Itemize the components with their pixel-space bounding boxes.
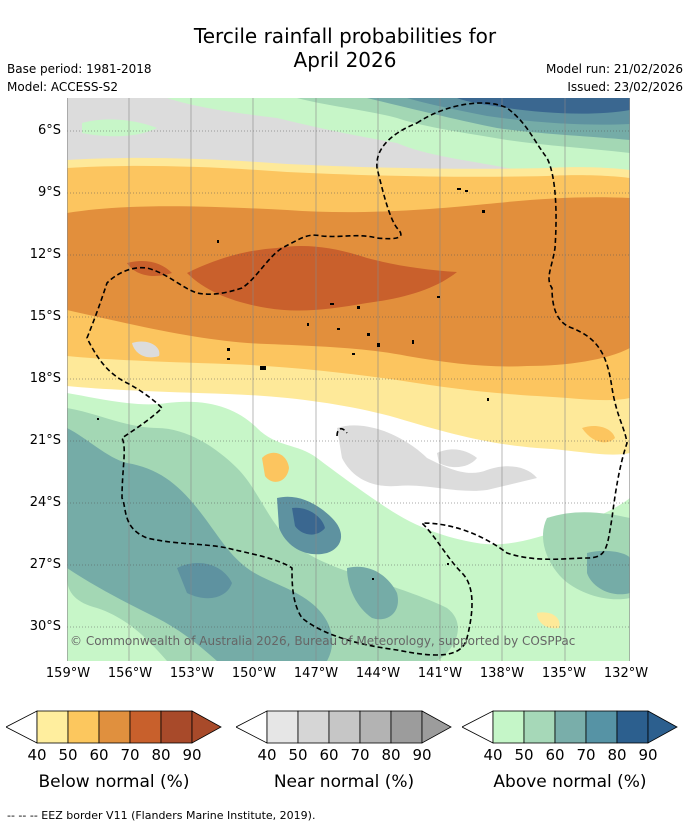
meta-right: Model run: 21/02/2026 Issued: 23/02/2026	[546, 60, 683, 96]
copyright-text: © Commonwealth of Australia 2026, Bureau…	[70, 634, 575, 648]
near-normal-region-south-2	[337, 425, 537, 491]
colorbar-above	[462, 710, 678, 744]
lat-label-18s: 18°S	[29, 371, 61, 386]
colorbar-above-under	[462, 710, 494, 744]
meta-left: Base period: 1981-2018 Model: ACCESS-S2	[7, 60, 152, 96]
colorbar-above-over	[647, 710, 678, 744]
issued-date: Issued: 23/02/2026	[567, 80, 683, 94]
lon-label-132w: 132°W	[603, 666, 649, 681]
lat-label-15s: 15°S	[29, 309, 61, 324]
title-line-1: Tercile rainfall probabilities for	[193, 24, 497, 48]
below-tick-40: 40	[27, 746, 47, 764]
model-run: Model run: 21/02/2026	[545, 62, 683, 76]
below-tick-50: 50	[58, 746, 78, 764]
colorbar-above-bin-5	[616, 710, 649, 744]
near-tick-70: 70	[350, 746, 370, 764]
below-normal-dark	[187, 246, 457, 311]
above-tick-80: 80	[607, 746, 627, 764]
lat-label-30s: 30°S	[29, 619, 61, 634]
colorbar-above-bin-2	[523, 710, 556, 744]
near-normal-title: Near normal (%)	[273, 772, 415, 792]
colorbar-below-bin-5	[160, 710, 193, 744]
near-normal-patch-west	[132, 341, 160, 358]
above-normal-north-west	[82, 119, 157, 137]
colorbar-above-bin-1	[492, 710, 525, 744]
above-tick-90: 90	[638, 746, 658, 764]
meridians	[67, 98, 630, 661]
lat-label-9s: 9°S	[37, 185, 61, 200]
map-title: Tercile rainfall probabilities for April…	[0, 24, 690, 72]
near-tick-90: 90	[412, 746, 432, 764]
colorbar-near-bin-3	[328, 710, 361, 744]
above-normal-south-east-teal	[587, 550, 630, 595]
lat-label-6s: 6°S	[37, 123, 61, 138]
colorbar-below	[6, 710, 222, 744]
model-name: Model: ACCESS-S2	[7, 80, 119, 94]
lon-label-138w: 138°W	[479, 666, 525, 681]
near-tick-80: 80	[381, 746, 401, 764]
lat-label-21s: 21°S	[29, 433, 61, 448]
above-normal-north-darkest	[457, 98, 630, 114]
colorbar-below-bin-4	[129, 710, 162, 744]
colorbar-near	[236, 710, 452, 744]
near-normal-patch-south	[437, 449, 477, 468]
lon-label-147w: 147°W	[293, 666, 339, 681]
lon-label-135w: 135°W	[541, 666, 587, 681]
colorbar-near-bin-1	[266, 710, 299, 744]
colorbar-near-bin-5	[390, 710, 423, 744]
lat-label-24s: 24°S	[29, 495, 61, 510]
above-normal-title: Above normal (%)	[493, 772, 647, 792]
near-tick-60: 60	[319, 746, 339, 764]
lon-label-156w: 156°W	[107, 666, 153, 681]
above-tick-50: 50	[514, 746, 534, 764]
near-tick-40: 40	[257, 746, 277, 764]
lat-label-27s: 27°S	[29, 557, 61, 572]
below-tick-90: 90	[182, 746, 202, 764]
islands	[97, 188, 489, 580]
base-period: Base period: 1981-2018	[7, 62, 152, 76]
colorbar-below-bin-2	[67, 710, 100, 744]
below-normal-title: Below normal (%)	[38, 772, 190, 792]
lon-label-144w: 144°W	[355, 666, 401, 681]
colorbar-below-bin-1	[36, 710, 69, 744]
below-normal-patch-south	[262, 452, 289, 482]
above-normal-south-center-teal	[347, 566, 398, 620]
above-tick-70: 70	[576, 746, 596, 764]
below-normal-patch-south-2	[582, 426, 615, 443]
colorbar-below-bin-3	[98, 710, 131, 744]
lon-label-141w: 141°W	[417, 666, 463, 681]
colorbar-above-bin-3	[554, 710, 587, 744]
lon-label-153w: 153°W	[169, 666, 215, 681]
below-tick-70: 70	[120, 746, 140, 764]
above-tick-40: 40	[483, 746, 503, 764]
colorbar-near-bin-4	[359, 710, 392, 744]
lon-label-150w: 150°W	[231, 666, 277, 681]
lon-label-159w: 159°W	[45, 666, 91, 681]
colorbar-below-under	[6, 710, 38, 744]
below-tick-60: 60	[89, 746, 109, 764]
colorbar-below-over	[191, 710, 222, 744]
eez-borders	[86, 102, 628, 656]
colorbar-above-bin-4	[585, 710, 618, 744]
below-tick-80: 80	[151, 746, 171, 764]
probability-map: © Commonwealth of Australia 2026, Bureau…	[67, 98, 630, 661]
title-line-2: April 2026	[293, 48, 397, 72]
above-tick-60: 60	[545, 746, 565, 764]
eez-legend: -- -- -- EEZ border V11 (Flanders Marine…	[7, 809, 316, 822]
colorbar-near-under	[236, 710, 268, 744]
near-tick-50: 50	[288, 746, 308, 764]
lat-label-12s: 12°S	[29, 247, 61, 262]
colorbar-near-bin-2	[297, 710, 330, 744]
colorbar-near-over	[421, 710, 452, 744]
below-normal-patch-south-3	[537, 612, 560, 629]
above-normal-south-darkest	[292, 507, 325, 535]
graticule	[67, 130, 630, 628]
